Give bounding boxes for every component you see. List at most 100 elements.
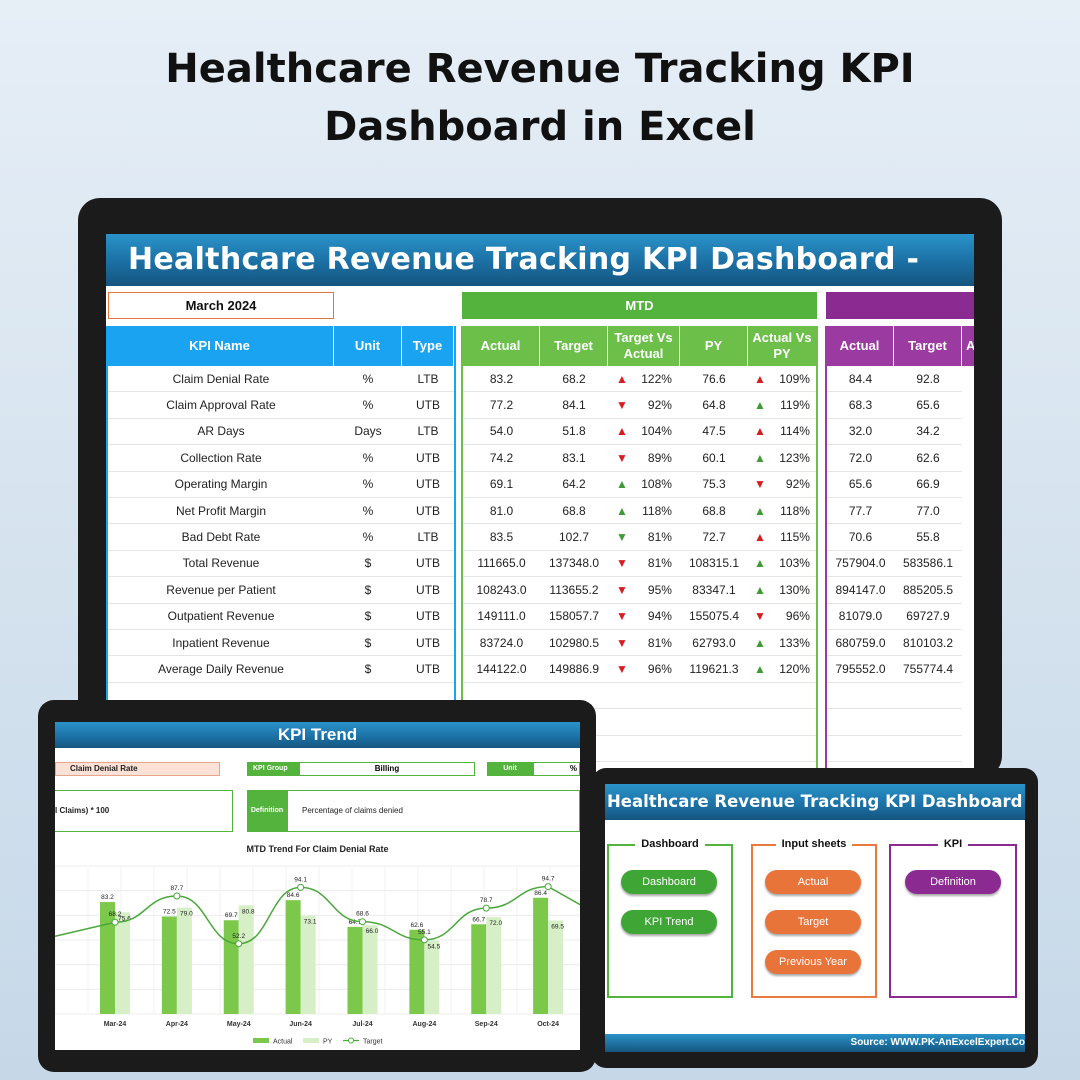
table-border-mtd-right (816, 326, 818, 778)
table-cell-target: 137348.0 (540, 551, 608, 578)
bar-actual (100, 902, 115, 1014)
legend-swatch (303, 1038, 319, 1043)
table-cell-target: 83.1 (540, 445, 608, 472)
triangle-up-icon: ▲ (754, 556, 766, 571)
bar-py (362, 925, 378, 1014)
target-point (297, 883, 305, 891)
triangle-up-icon: ▲ (754, 398, 766, 413)
data-label-py: 73.1 (304, 919, 317, 926)
triangle-down-icon: ▼ (616, 450, 628, 465)
series-line-target (55, 885, 580, 945)
table-cell-tva: ▲ 118% (608, 498, 680, 525)
table-cell-ytd-target: 885205.5 (894, 577, 962, 604)
table-cell-py: 72.7 (680, 524, 748, 551)
group-kpi: KPI Definition (889, 838, 1017, 998)
table-cell-py: 60.1 (680, 445, 748, 472)
group-dashboard-title: Dashboard (635, 838, 705, 850)
empty-cell (748, 709, 816, 736)
data-label-actual: 62.6 (411, 922, 424, 929)
table-cell-type: UTB (402, 630, 454, 657)
table-cell-ytd-target: 62.6 (894, 445, 962, 472)
x-tick-label: Jun-24 (289, 1021, 312, 1028)
variance-value: 89% (647, 450, 672, 465)
variance-value: 95% (647, 582, 672, 597)
table-cell-actual: 83.2 (463, 366, 540, 393)
table-cell-ytd-actual: 795552.0 (827, 656, 894, 683)
table-cell-tva: ▼ 81% (608, 551, 680, 578)
kpi-name-selector[interactable]: Claim Denial Rate (55, 762, 220, 776)
table-cell-name: Collection Rate (108, 445, 334, 472)
empty-cell (680, 736, 748, 762)
table-cell-tva: ▼ 89% (608, 445, 680, 472)
table-cell-type: UTB (402, 577, 454, 604)
month-selector[interactable]: March 2024 (108, 292, 334, 319)
bar-py (300, 915, 316, 1014)
table-cell-ytd-target: 34.2 (894, 419, 962, 446)
x-tick-label: Mar-24 (104, 1021, 127, 1028)
table-cell-avp: ▼ 96% (748, 604, 816, 630)
empty-cell (748, 683, 816, 710)
table-cell-py: 119621.3 (680, 656, 748, 683)
previous-year-button[interactable]: Previous Year (765, 950, 861, 974)
data-label-actual: 83.2 (101, 894, 114, 901)
chart-title: MTD Trend For Claim Denial Rate (246, 844, 389, 854)
data-label-target: 94.7 (542, 876, 555, 883)
legend-label: PY (323, 1039, 333, 1046)
table-cell-tva: ▼ 81% (608, 524, 680, 551)
table-cell-tva: ▲ 104% (608, 419, 680, 446)
table-cell-tva: ▼ 81% (608, 630, 680, 657)
variance-value: 81% (647, 635, 672, 650)
kpi-group-label: KPI Group (247, 762, 299, 776)
group-input-title-wrap: Input sheets (753, 838, 875, 850)
table-cell-tva: ▼ 95% (608, 577, 680, 604)
data-label-py: 79.0 (180, 911, 193, 918)
empty-cell (748, 736, 816, 762)
data-label-target: 52.2 (232, 933, 245, 940)
table-cell-type: UTB (402, 498, 454, 525)
definition-value: Percentage of claims denied (287, 790, 580, 832)
group-kpi-title: KPI (937, 838, 969, 850)
triangle-down-icon: ▼ (616, 398, 628, 413)
bar-py (424, 940, 440, 1014)
table-cell-ytd-target: 583586.1 (894, 551, 962, 578)
target-button[interactable]: Target (765, 910, 861, 934)
definition-button[interactable]: Definition (905, 870, 1001, 894)
table-cell-name: Claim Denial Rate (108, 366, 334, 393)
table-cell-unit: $ (334, 604, 402, 630)
triangle-up-icon: ▲ (754, 503, 766, 518)
dashboard-screen: Healthcare Revenue Tracking KPI Dashboar… (106, 234, 974, 778)
triangle-up-icon: ▲ (754, 582, 766, 597)
x-tick-label: May-24 (227, 1021, 251, 1028)
table-cell-target: 102980.5 (540, 630, 608, 657)
table-cell-tva: ▲ 122% (608, 366, 680, 393)
x-tick-label: Oct-24 (537, 1021, 559, 1028)
col-ytd-target: Target (894, 326, 962, 366)
actual-button[interactable]: Actual (765, 870, 861, 894)
target-point (420, 936, 428, 944)
data-label-actual: 69.7 (225, 912, 238, 919)
x-tick-label: Apr-24 (166, 1021, 188, 1028)
kpi-trend-button[interactable]: KPI Trend (621, 910, 717, 934)
col-unit: Unit (334, 326, 402, 366)
empty-cell (680, 683, 748, 710)
bar-py (176, 907, 192, 1014)
dashboard-button[interactable]: Dashboard (621, 870, 717, 894)
triangle-up-icon: ▲ (616, 477, 628, 492)
table-cell-target: 158057.7 (540, 604, 608, 630)
bar-actual (161, 916, 177, 1014)
group-input-sheets: Input sheets Actual Target Previous Year (751, 838, 877, 998)
table-cell-ytd-actual: 68.3 (827, 392, 894, 419)
table-cell-name: AR Days (108, 419, 334, 446)
table-cell-actual: 144122.0 (463, 656, 540, 683)
variance-value: 103% (779, 556, 810, 571)
table-cell-name: Claim Approval Rate (108, 392, 334, 419)
triangle-down-icon: ▼ (616, 609, 628, 624)
table-cell-type: LTB (402, 419, 454, 446)
table-cell-unit: % (334, 366, 402, 393)
empty-cell (827, 683, 894, 710)
table-cell-unit: Days (334, 419, 402, 446)
table-cell-py: 108315.1 (680, 551, 748, 578)
variance-value: 123% (779, 450, 810, 465)
empty-cell (827, 736, 894, 762)
table-border-left (106, 326, 108, 778)
